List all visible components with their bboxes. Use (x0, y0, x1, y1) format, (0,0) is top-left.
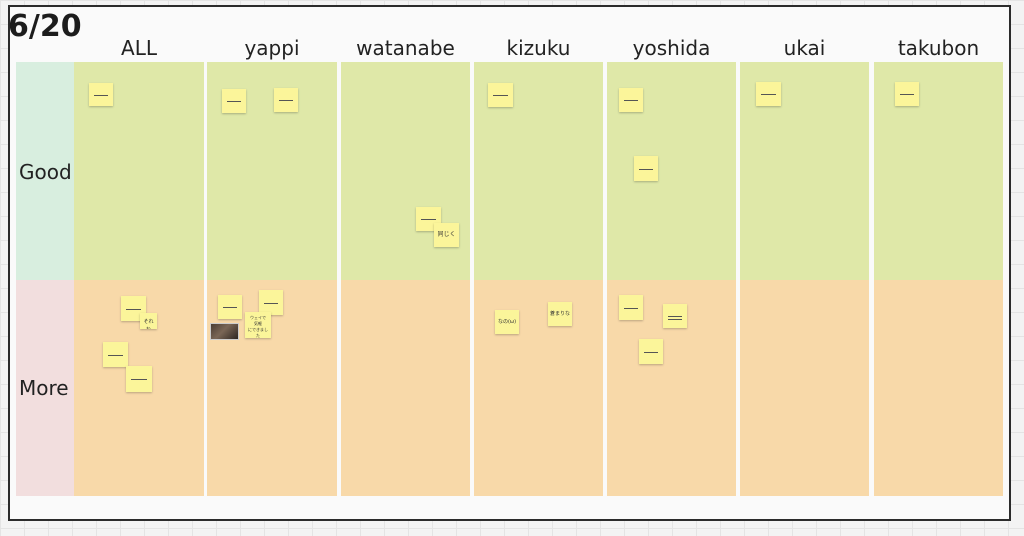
board-title: 6/20 (8, 9, 82, 44)
column-header-takubon: takubon (897, 36, 980, 60)
column-header-watanabe: watanabe (356, 36, 455, 60)
sticky-note[interactable]: ウェイで 気軽 にできました (245, 312, 271, 338)
column-header-all: ALL (121, 36, 157, 60)
scribble-line (226, 101, 242, 102)
scribble-line (278, 100, 294, 101)
scribble-line (108, 354, 123, 356)
column-header-yappi: yappi (244, 36, 300, 60)
row-label-more: More (16, 280, 74, 496)
sticky-note[interactable] (126, 366, 152, 392)
scribble-line (667, 319, 683, 320)
scribble-line (263, 302, 279, 304)
cell-good-takubon[interactable] (874, 62, 1003, 280)
sticky-note[interactable] (619, 88, 643, 112)
scribble-line (638, 168, 654, 170)
column-header-ukai: ukai (783, 36, 826, 60)
sticky-note[interactable] (756, 82, 781, 106)
sticky-note[interactable] (259, 290, 283, 315)
sticky-note[interactable] (222, 89, 246, 113)
row-label-good-text: Good (19, 160, 72, 184)
sticky-note[interactable]: 蒼まりな (548, 302, 572, 326)
sticky-note[interactable] (895, 82, 919, 106)
scribble-line (623, 307, 639, 309)
sticky-note[interactable] (218, 295, 242, 319)
column-header-kizuku: kizuku (506, 36, 571, 60)
sticky-note[interactable] (89, 83, 113, 106)
sticky-note[interactable] (488, 83, 513, 107)
row-label-good: Good (16, 62, 74, 280)
sticky-note[interactable] (663, 304, 687, 328)
scribble-line (667, 316, 683, 317)
sticky-note[interactable] (274, 88, 298, 112)
scribble-line (761, 94, 776, 95)
cell-good-watanabe[interactable] (341, 62, 470, 280)
sticky-note[interactable] (619, 295, 643, 320)
row-label-more-text: More (19, 376, 69, 400)
scribble-line (493, 95, 508, 96)
scribble-line (126, 308, 141, 310)
sticky-note[interactable]: それね (140, 313, 157, 329)
column-header-yoshida: yoshida (632, 36, 711, 60)
photo-image[interactable] (210, 323, 239, 340)
cell-more-ukai[interactable] (740, 280, 869, 496)
scribble-line (623, 100, 639, 101)
cell-more-watanabe[interactable] (341, 280, 470, 496)
sticky-note[interactable] (634, 156, 658, 181)
scribble-line (899, 94, 915, 95)
sticky-note[interactable] (639, 339, 663, 364)
scribble-line (222, 307, 238, 308)
sticky-note[interactable]: なの(ω) (495, 310, 519, 334)
cell-more-kizuku[interactable] (474, 280, 603, 496)
cell-more-takubon[interactable] (874, 280, 1003, 496)
sticky-note[interactable]: 同じく (434, 223, 459, 247)
scribble-line (131, 379, 147, 380)
scribble-line (421, 219, 436, 220)
scribble-line (643, 351, 659, 353)
sticky-note[interactable] (103, 342, 128, 367)
scribble-line (93, 94, 109, 96)
